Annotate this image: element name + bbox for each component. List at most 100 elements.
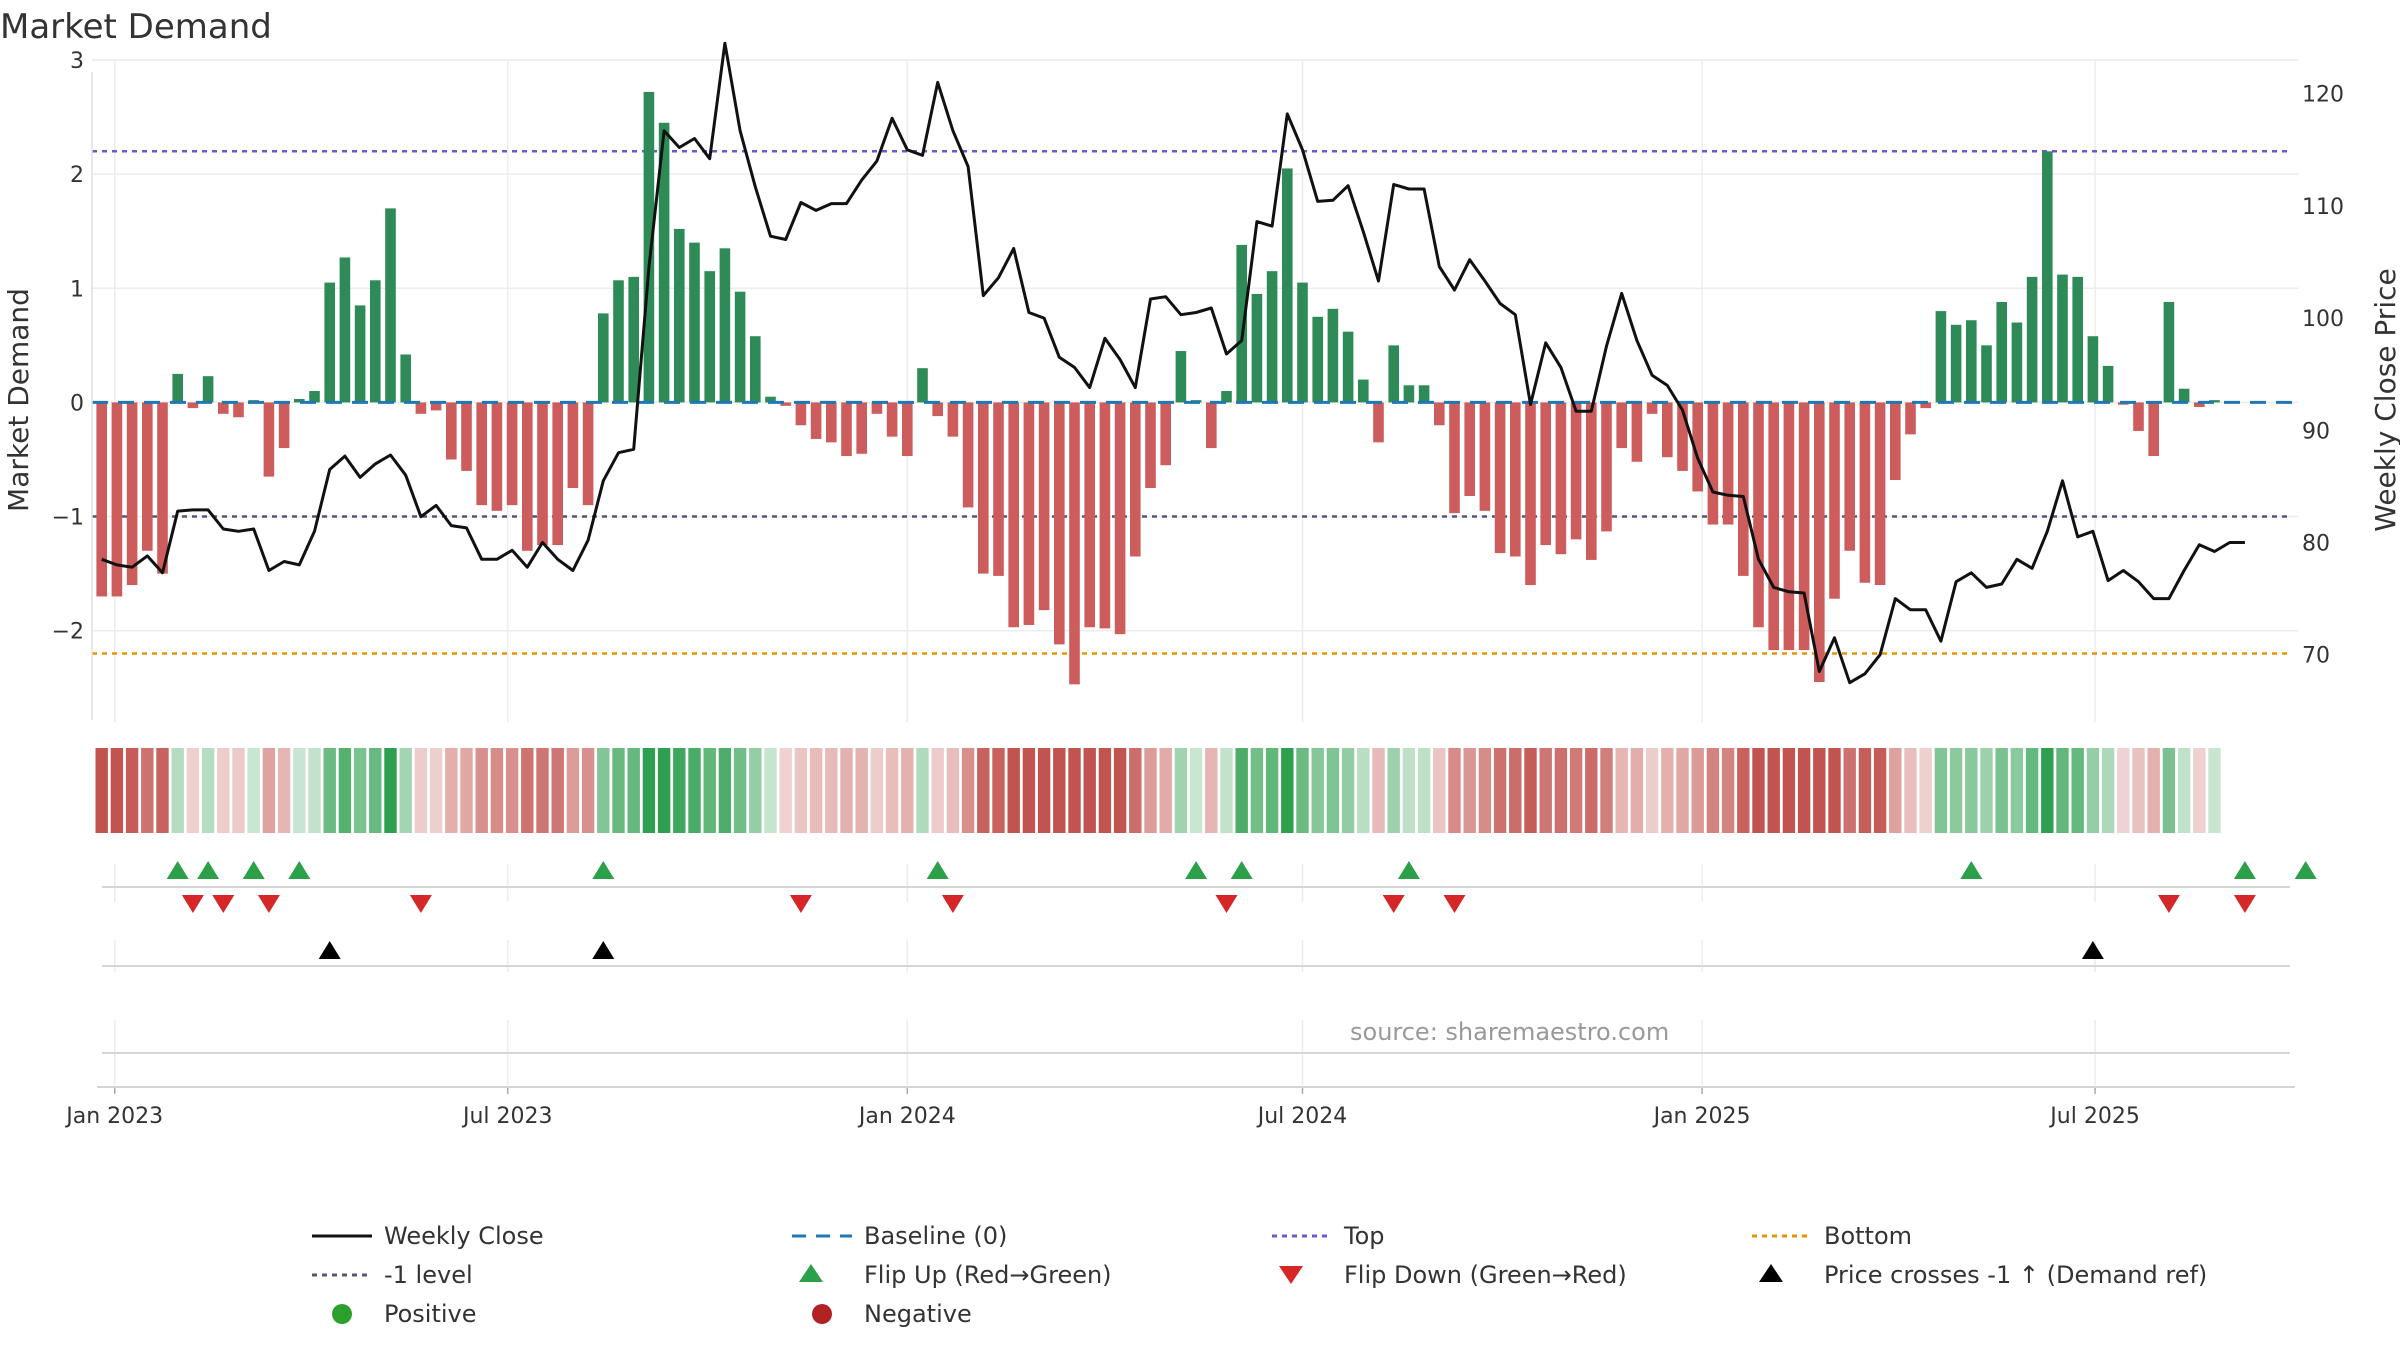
x-tick-label: Jul 2025 bbox=[2048, 1104, 2140, 1129]
demand-bar-negative bbox=[1631, 402, 1643, 462]
demand-bar-negative bbox=[157, 402, 168, 574]
demand-bar-negative bbox=[111, 402, 123, 597]
heat-cell-positive bbox=[1357, 748, 1370, 833]
heat-cell-negative bbox=[794, 748, 808, 833]
demand-bar-negative bbox=[96, 402, 107, 597]
demand-bar-negative bbox=[233, 402, 244, 418]
demand-bar-positive bbox=[1935, 311, 1947, 403]
heat-cell-positive bbox=[688, 748, 701, 833]
heat-cell-negative bbox=[232, 748, 245, 833]
demand-bar-negative bbox=[1570, 402, 1582, 540]
demand-bar-negative bbox=[1008, 402, 1019, 628]
heat-strip bbox=[95, 748, 2221, 833]
demand-bar-negative bbox=[522, 402, 533, 551]
demand-bar-negative bbox=[1783, 402, 1795, 651]
demand-bar-negative bbox=[1798, 402, 1810, 651]
heat-cell-negative bbox=[1797, 748, 1811, 833]
legend: Weekly Close Baseline (0) Top Bottom -1 … bbox=[312, 1222, 2207, 1328]
flip-up-marker bbox=[2233, 861, 2256, 879]
demand-bar-negative bbox=[1479, 402, 1491, 511]
demand-bar-negative bbox=[841, 402, 852, 457]
demand-bar-positive bbox=[613, 280, 624, 403]
demand-bar-positive bbox=[1312, 316, 1323, 403]
demand-bar-negative bbox=[218, 402, 229, 414]
flip-up-marker bbox=[1185, 861, 1208, 879]
flip-down-marker bbox=[941, 895, 964, 913]
heat-cell-negative bbox=[95, 748, 108, 833]
heat-cell-positive bbox=[2025, 748, 2039, 833]
heat-cell-negative bbox=[2147, 748, 2160, 833]
cross-up-marker bbox=[592, 941, 615, 959]
demand-bar-positive bbox=[2057, 274, 2068, 403]
heat-cell-positive bbox=[171, 748, 184, 833]
price-layer bbox=[101, 41, 2245, 685]
demand-bars bbox=[96, 91, 2220, 685]
demand-bar-negative bbox=[1829, 402, 1840, 599]
legend-label-top: Top bbox=[1343, 1222, 1385, 1250]
heat-cell-negative bbox=[1615, 748, 1628, 833]
demand-bar-negative bbox=[1874, 402, 1886, 586]
heat-cell-positive bbox=[1189, 748, 1203, 833]
heat-cell-positive bbox=[916, 748, 929, 833]
right-tick-label: 120 bbox=[2302, 83, 2344, 108]
right-tick-label: 100 bbox=[2302, 307, 2344, 332]
x-tick-label: Jul 2024 bbox=[1256, 1104, 1348, 1129]
demand-bar-negative bbox=[1540, 402, 1551, 546]
grid-layer bbox=[92, 59, 2299, 1085]
heat-cell-negative bbox=[1113, 748, 1127, 833]
x-tick-label: Jan 2024 bbox=[857, 1104, 956, 1129]
demand-bar-negative bbox=[1738, 402, 1749, 576]
demand-bar-positive bbox=[354, 305, 366, 403]
legend-label-minus1: -1 level bbox=[384, 1261, 473, 1289]
heat-cell-negative bbox=[505, 748, 519, 833]
heat-cell-positive bbox=[384, 748, 397, 833]
heat-cell-negative bbox=[809, 748, 823, 833]
demand-bar-negative bbox=[1038, 402, 1050, 611]
legend-label-flip-up: Flip Up (Red→Green) bbox=[864, 1261, 1112, 1289]
heat-cell-negative bbox=[1889, 748, 1902, 833]
reference-lines bbox=[92, 150, 2290, 655]
demand-bar-negative bbox=[1707, 402, 1719, 525]
legend-item-negative: Negative bbox=[812, 1300, 972, 1328]
demand-bar-negative bbox=[1722, 402, 1734, 525]
right-tick-label: 70 bbox=[2302, 644, 2330, 669]
demand-bar-positive bbox=[2163, 301, 2175, 403]
legend-item-positive: Positive bbox=[332, 1300, 477, 1328]
heat-cell-positive bbox=[308, 748, 321, 833]
demand-bar-negative bbox=[962, 402, 974, 508]
demand-bar-negative bbox=[826, 402, 837, 443]
demand-bar-positive bbox=[1403, 385, 1415, 403]
legend-item-cross: Price crosses -1 ↑ (Demand ref) bbox=[1759, 1261, 2207, 1289]
legend-swatch-cross bbox=[1759, 1264, 1783, 1282]
heat-cell-negative bbox=[414, 748, 428, 833]
heat-cell-positive bbox=[293, 748, 306, 833]
demand-bar-negative bbox=[476, 402, 487, 506]
legend-item-baseline: Baseline (0) bbox=[792, 1222, 1007, 1250]
demand-bar-negative bbox=[1160, 402, 1171, 466]
demand-bar-negative bbox=[1890, 402, 1901, 481]
demand-bar-positive bbox=[339, 257, 351, 403]
demand-bar-positive bbox=[1282, 168, 1293, 403]
legend-label-baseline: Baseline (0) bbox=[864, 1222, 1007, 1250]
right-tick-label: 110 bbox=[2302, 195, 2344, 220]
demand-bar-positive bbox=[400, 354, 411, 403]
demand-bar-negative bbox=[1905, 402, 1916, 435]
legend-label-positive: Positive bbox=[384, 1300, 477, 1328]
demand-bar-negative bbox=[278, 402, 290, 449]
demand-bar-negative bbox=[1054, 402, 1065, 645]
demand-bar-positive bbox=[370, 280, 381, 403]
demand-bar-positive bbox=[1996, 301, 2007, 403]
demand-bar-negative bbox=[446, 402, 457, 460]
heat-cell-negative bbox=[141, 748, 154, 833]
demand-bar-negative bbox=[886, 402, 898, 437]
demand-bar-negative bbox=[947, 402, 959, 437]
right-tick-label: 90 bbox=[2302, 419, 2330, 444]
heat-cell-positive bbox=[1326, 748, 1340, 833]
heat-cell-positive bbox=[1235, 748, 1248, 833]
heat-cell-negative bbox=[1144, 748, 1157, 833]
heat-cell-positive bbox=[718, 748, 732, 833]
flip-up-marker bbox=[242, 861, 265, 879]
heat-cell-positive bbox=[657, 748, 671, 833]
demand-bar-negative bbox=[567, 402, 579, 489]
heat-cell-negative bbox=[1767, 748, 1780, 833]
